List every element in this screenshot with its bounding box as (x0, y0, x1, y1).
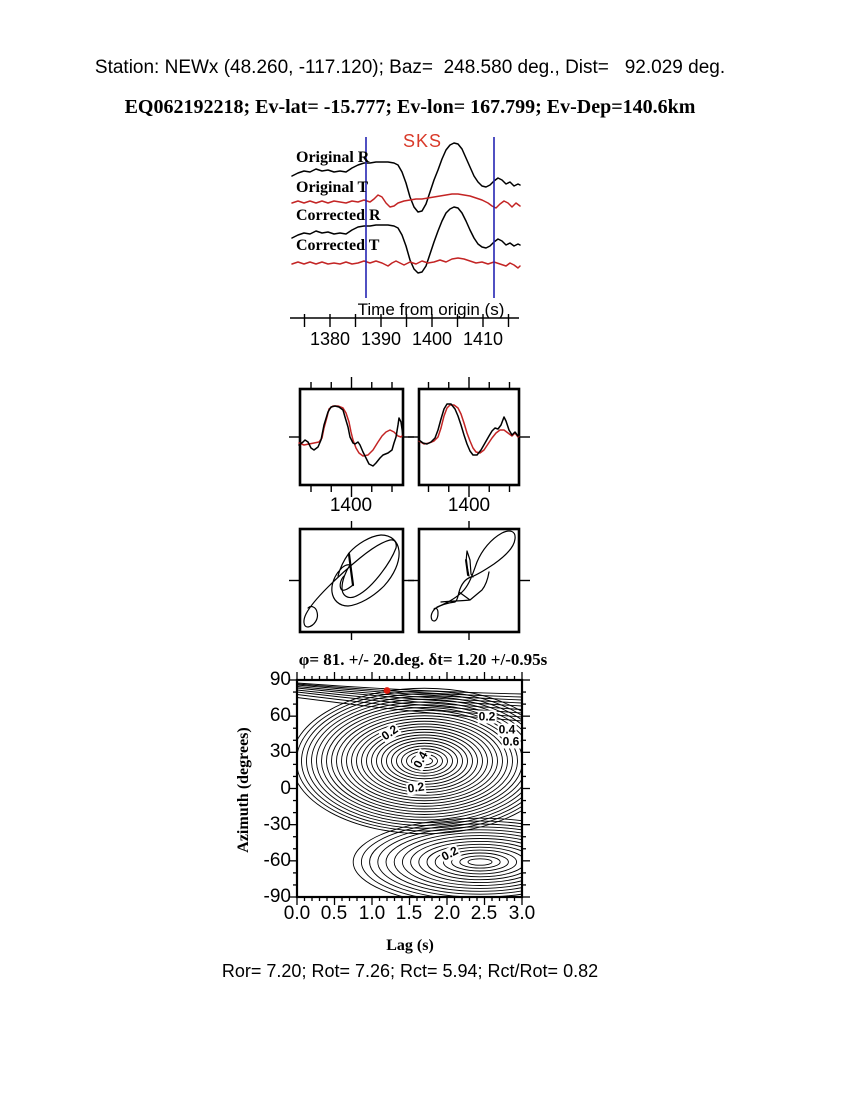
contour-label-5: 0.4 (497, 722, 517, 737)
ytick-neg30: -30 (263, 814, 291, 835)
correlation-summary: Ror= 7.20; Rot= 7.26; Rct= 5.94; Rct/Rot… (221, 961, 599, 981)
trace-label-original-t: Original T (296, 179, 369, 196)
waveform-panel (290, 137, 521, 327)
contour-panel (289, 672, 530, 905)
contour-label-3: 0.2 (405, 779, 427, 796)
time-tick-1410: 1410 (462, 329, 504, 349)
ytick-60: 60 (269, 705, 291, 726)
ytick-neg90: -90 (263, 886, 291, 907)
ytick-30: 30 (269, 741, 291, 762)
time-tick-1390: 1390 (360, 329, 402, 349)
best-fit-marker (383, 687, 391, 694)
xtick-0.0: 0.0 (283, 903, 311, 924)
station-header: Station: NEWx (48.260, -117.120); Baz= 2… (94, 57, 726, 78)
xtick-1.5: 1.5 (395, 903, 423, 924)
time-tick-1400: 1400 (411, 329, 453, 349)
time-axis-title: Time from origin (s) (357, 300, 505, 319)
lag-axis-label: Lag (s) (386, 937, 434, 954)
contour-title: φ= 81. +/- 20.deg. δt= 1.20 +/-0.95s (298, 650, 548, 669)
contour-label-4: 0.2 (477, 709, 497, 724)
xtick-2.5: 2.5 (470, 903, 498, 924)
compare-left-center-label: 1400 (329, 495, 373, 516)
trace-label-corrected-t: Corrected T (296, 237, 380, 254)
time-tick-1380: 1380 (309, 329, 351, 349)
contour-label-6: 0.6 (501, 734, 521, 749)
trace-label-original-r: Original R (296, 149, 370, 166)
event-header: EQ062192218; Ev-lat= -15.777; Ev-lon= 16… (124, 96, 696, 118)
ytick-neg60: -60 (263, 850, 291, 871)
xtick-0.5: 0.5 (320, 903, 348, 924)
xtick-3.0: 3.0 (508, 903, 536, 924)
ytick-0: 0 (280, 778, 291, 799)
trace-label-corrected-r: Corrected R (296, 207, 381, 224)
phase-label-sks: SKS (403, 131, 443, 151)
ytick-90: 90 (269, 669, 291, 690)
comparison-and-particle-panels (289, 377, 530, 640)
xtick-2.0: 2.0 (433, 903, 461, 924)
xtick-1.0: 1.0 (358, 903, 386, 924)
compare-right-center-label: 1400 (447, 495, 491, 516)
